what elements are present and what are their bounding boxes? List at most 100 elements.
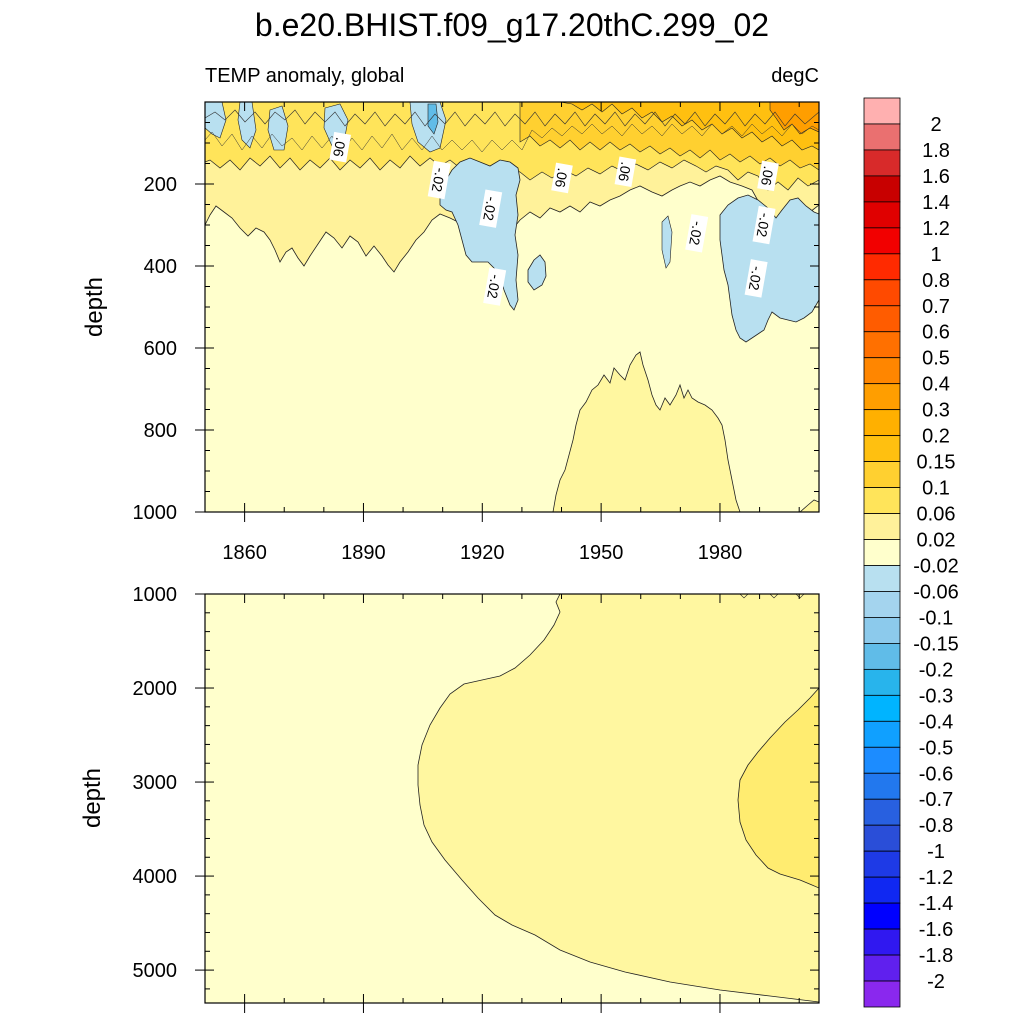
colorbar-swatch bbox=[863, 409, 901, 437]
colorbar-label: -0.6 bbox=[919, 763, 953, 785]
colorbar-label: 0.7 bbox=[922, 296, 950, 318]
x-tick-label: 1920 bbox=[460, 542, 505, 564]
colorbar: 2 1.8 1.6 1.4 1.2 1 0.8 0.7 0.6 0.5 0.4 0.3 0.2 0.15 0… bbox=[863, 97, 959, 1008]
contour-label-text: -.02 bbox=[480, 195, 500, 222]
y-tick-label: 800 bbox=[144, 420, 177, 442]
contour-label: -.02 bbox=[427, 160, 451, 200]
upper-x-axis: 1860 1890 1920 1950 1980 bbox=[204, 102, 800, 564]
contour-label: -.02 bbox=[483, 267, 507, 306]
lower-ylabel: depth bbox=[79, 768, 106, 828]
colorbar-label: 0.3 bbox=[922, 400, 950, 422]
colorbar-swatch bbox=[863, 97, 901, 125]
contour-label-box bbox=[479, 189, 503, 228]
colorbar-swatch bbox=[863, 253, 901, 281]
contour-label: .06 bbox=[757, 160, 779, 192]
y-tick-label: 2000 bbox=[133, 678, 178, 700]
colorbar-swatch bbox=[863, 461, 901, 488]
colorbar-label: 0.1 bbox=[922, 478, 950, 500]
upper-cold-region-a-lobe bbox=[527, 254, 547, 291]
contour-label-box bbox=[329, 131, 351, 163]
y-tick-label: 4000 bbox=[133, 866, 178, 888]
contour-label-text: -.02 bbox=[429, 167, 449, 194]
x-tick-label: 1860 bbox=[222, 542, 267, 564]
colorbar-swatch bbox=[863, 513, 901, 540]
contour-label: .06 bbox=[329, 131, 351, 163]
upper-surface-ripples bbox=[205, 109, 819, 127]
upper-cold-speck-1 bbox=[205, 102, 227, 139]
colorbar-label: 1.8 bbox=[922, 140, 950, 162]
colorbar-swatch bbox=[863, 643, 901, 670]
upper-warm-deep-region bbox=[552, 351, 741, 512]
contour-label: -.02 bbox=[479, 189, 503, 228]
colorbar-swatch bbox=[863, 227, 901, 255]
colorbar-label: 0.02 bbox=[917, 530, 956, 552]
colorbar-swatch bbox=[863, 435, 901, 462]
contour-label-text: .06 bbox=[552, 167, 571, 189]
colorbar-swatch bbox=[863, 720, 901, 748]
colorbar-label: -0.4 bbox=[919, 711, 953, 733]
contour-label-box bbox=[757, 160, 779, 192]
colorbar-label: 0.06 bbox=[917, 504, 956, 526]
x-tick-label: 1890 bbox=[341, 542, 386, 564]
colorbar-label: 0.6 bbox=[922, 322, 950, 344]
colorbar-swatch bbox=[863, 279, 901, 307]
colorbar-label: -1 bbox=[927, 841, 945, 863]
colorbar-swatch bbox=[863, 824, 901, 852]
lower-warm-region bbox=[417, 594, 819, 1003]
contour-label: .06 bbox=[551, 162, 573, 194]
colorbar-swatch bbox=[863, 175, 901, 203]
colorbar-swatch bbox=[863, 668, 901, 696]
upper-y-axis: 200 400 600 800 1000 bbox=[133, 101, 819, 524]
contour-label: -.02 bbox=[744, 259, 768, 298]
colorbar-swatch bbox=[863, 201, 901, 229]
colorbar-swatch bbox=[863, 487, 901, 514]
colorbar-label: -0.15 bbox=[913, 633, 959, 655]
colorbar-swatch bbox=[863, 123, 901, 151]
colorbar-label: -0.7 bbox=[919, 789, 953, 811]
colorbar-swatch bbox=[863, 694, 901, 722]
y-tick-label: 3000 bbox=[133, 772, 178, 794]
contour-label-text: .06 bbox=[615, 161, 634, 183]
colorbar-swatch bbox=[863, 331, 901, 359]
colorbar-label: 1 bbox=[930, 244, 941, 266]
contour-label-text: -.02 bbox=[484, 273, 504, 300]
colorbar-label: -0.02 bbox=[913, 555, 959, 577]
colorbar-label: 2 bbox=[930, 114, 941, 136]
colorbar-label: -1.2 bbox=[919, 867, 953, 889]
contour-label-box bbox=[752, 205, 776, 245]
contour-label-text: -.02 bbox=[754, 212, 774, 239]
colorbar-swatch bbox=[863, 617, 901, 644]
upper-surface-ripples-2 bbox=[205, 123, 819, 153]
colorbar-swatch bbox=[863, 798, 901, 826]
y-tick-label: 200 bbox=[144, 174, 177, 196]
lower-edge-specks bbox=[739, 594, 805, 599]
upper-warm-deep-corner bbox=[799, 499, 819, 512]
upper-contour-labels: .06 -.02 -.02 -.02 .06 .06 -.02 .06 -.02 -.02 bbox=[329, 131, 779, 306]
colorbar-label: -1.6 bbox=[919, 919, 953, 941]
y-tick-label: 1000 bbox=[133, 584, 178, 606]
colorbar-swatch bbox=[863, 357, 901, 385]
colorbar-label: -0.06 bbox=[913, 581, 959, 603]
colorbar-swatch bbox=[863, 902, 901, 930]
upper-ylabel: depth bbox=[81, 277, 108, 337]
colorbar-swatch bbox=[863, 954, 901, 982]
colorbar-label: -0.2 bbox=[919, 659, 953, 681]
colorbar-label: -0.5 bbox=[919, 737, 953, 759]
colorbar-swatch bbox=[863, 928, 901, 956]
lower-panel-frame bbox=[204, 593, 820, 1004]
y-tick-label: 1000 bbox=[133, 502, 178, 524]
colorbar-swatch bbox=[863, 305, 901, 333]
contour-label-text: -.02 bbox=[746, 265, 766, 292]
colorbar-label: -1.8 bbox=[919, 945, 953, 967]
contour-label: .06 bbox=[614, 156, 637, 188]
colorbar-label: 1.4 bbox=[922, 192, 950, 214]
colorbar-swatch bbox=[863, 772, 901, 800]
colorbar-label: -0.3 bbox=[919, 685, 953, 707]
colorbar-swatch bbox=[863, 980, 901, 1008]
colorbar-label: 1.6 bbox=[922, 166, 950, 188]
right-subtitle: degC bbox=[771, 65, 819, 87]
contour-label-text: .06 bbox=[330, 136, 349, 158]
left-subtitle: TEMP anomaly, global bbox=[205, 65, 404, 87]
colorbar-label: 0.4 bbox=[922, 374, 950, 396]
